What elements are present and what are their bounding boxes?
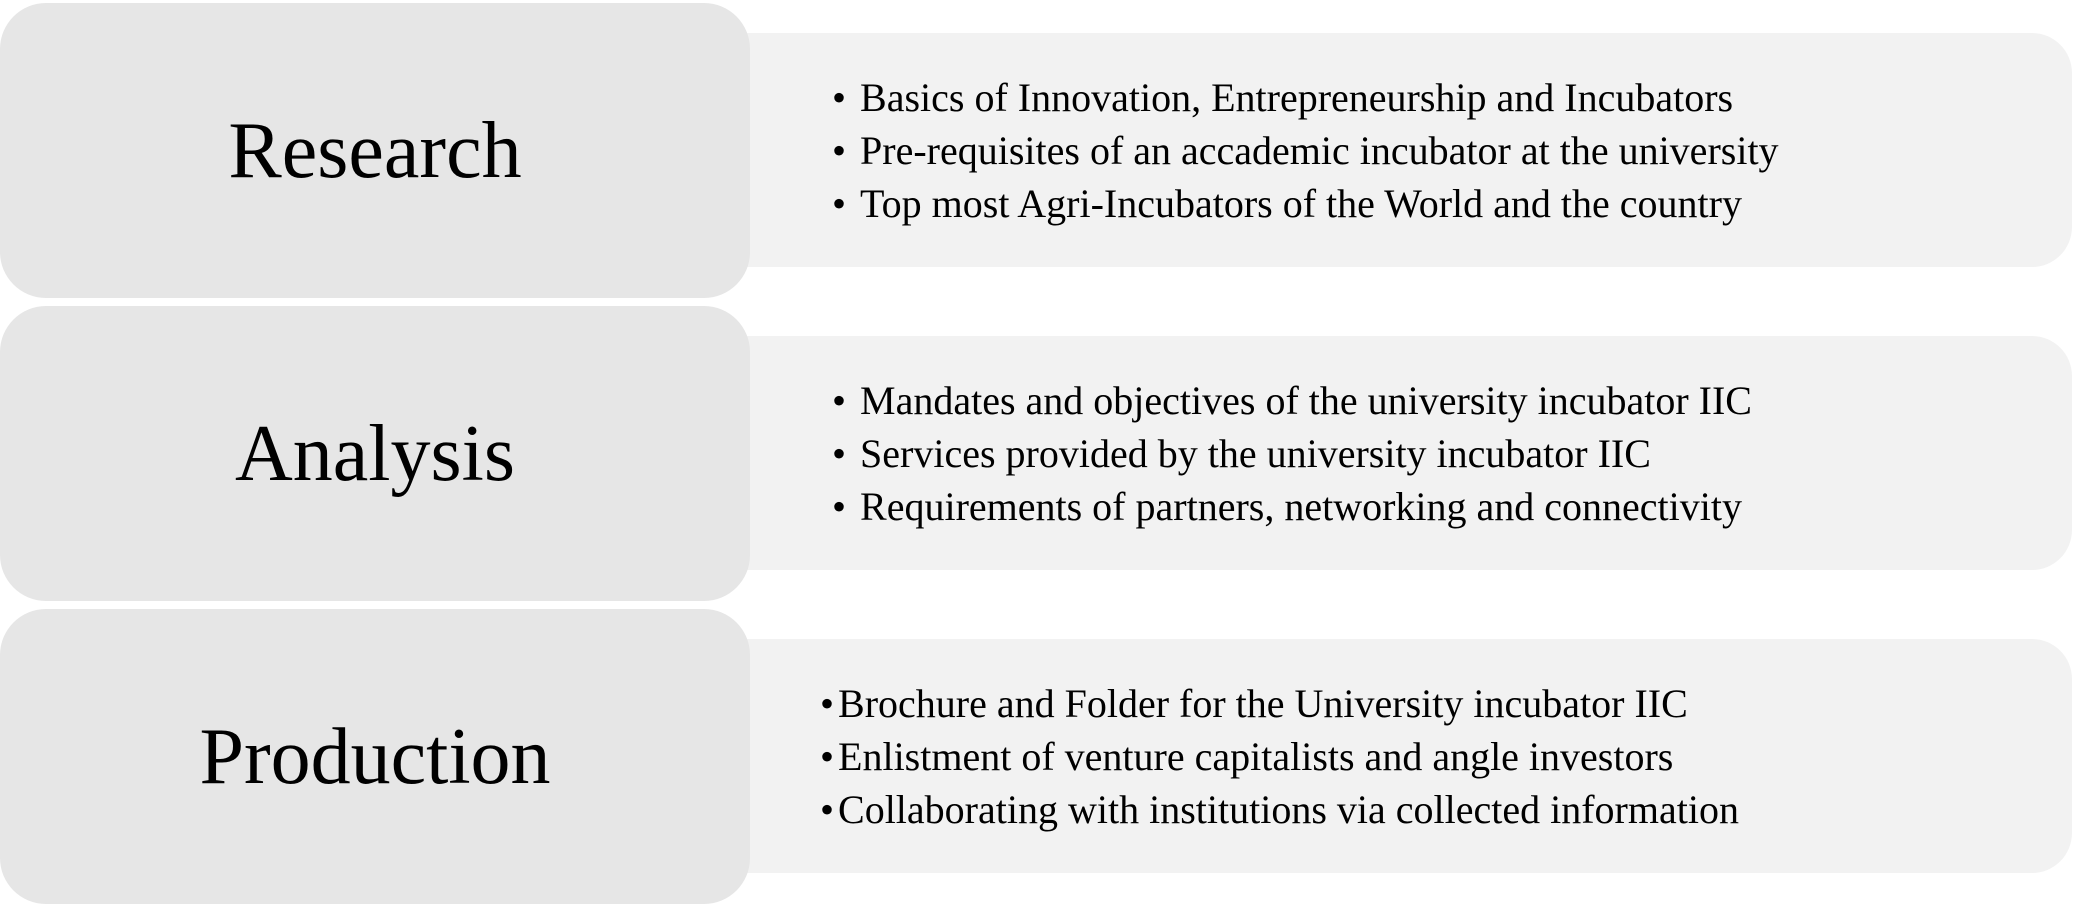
bullet-icon: • xyxy=(832,127,847,173)
bullet-item: • Enlistment of venture capitalists and a… xyxy=(820,730,2072,783)
bullet-text: Requirements of partners, networking and… xyxy=(860,483,1742,529)
bullet-item: • Requirements of partners, networking an… xyxy=(832,480,2072,533)
bullet-text: Pre-requisites of an accademic incubator… xyxy=(860,127,1779,173)
bullet-text: Mandates and objectives of the universit… xyxy=(860,377,1752,423)
bullet-icon: • xyxy=(832,180,847,226)
stage-label-research: Research xyxy=(228,106,522,195)
production-stage-box: Production xyxy=(0,609,750,904)
bullet-text: Brochure and Folder for the University i… xyxy=(838,680,1688,726)
bullet-item: • Collaborating with institutions via col… xyxy=(820,783,2072,836)
bullet-icon: • xyxy=(832,483,847,529)
bullet-item: • Services provided by the university inc… xyxy=(832,427,2072,480)
bullet-icon: • xyxy=(820,680,835,726)
bullet-text: Enlistment of venture capitalists and an… xyxy=(838,733,1674,779)
bullet-text: Services provided by the university incu… xyxy=(860,430,1651,476)
bullet-icon: • xyxy=(820,733,835,779)
analysis-stage-box: Analysis xyxy=(0,306,750,601)
analysis-details-box: • Mandates and objectives of the universi… xyxy=(700,336,2072,570)
research-stage-box: Research xyxy=(0,3,750,298)
bullet-icon: • xyxy=(832,377,847,423)
bullet-icon: • xyxy=(820,786,835,832)
bullet-item: • Basics of Innovation, Entrepreneurship … xyxy=(832,71,2072,124)
bullet-text: Top most Agri-Incubators of the World an… xyxy=(860,180,1742,226)
bullet-item: • Pre-requisites of an accademic incubato… xyxy=(832,124,2072,177)
stage-label-production: Production xyxy=(199,712,551,801)
bullet-item: • Top most Agri-Incubators of the World a… xyxy=(832,177,2072,230)
bullet-text: Basics of Innovation, Entrepreneurship a… xyxy=(860,74,1734,120)
stage-row-production: • Brochure and Folder for the University … xyxy=(0,609,2076,904)
stage-label-analysis: Analysis xyxy=(235,409,515,498)
research-details-box: • Basics of Innovation, Entrepreneurship … xyxy=(700,33,2072,267)
bullet-item: • Mandates and objectives of the universi… xyxy=(832,374,2072,427)
stage-row-analysis: • Mandates and objectives of the universi… xyxy=(0,306,2076,601)
bullet-icon: • xyxy=(832,430,847,476)
bullet-icon: • xyxy=(832,74,847,120)
stage-row-research: • Basics of Innovation, Entrepreneurship … xyxy=(0,3,2076,298)
production-details-box: • Brochure and Folder for the University … xyxy=(700,639,2072,873)
bullet-item: • Brochure and Folder for the University … xyxy=(820,677,2072,730)
bullet-text: Collaborating with institutions via coll… xyxy=(838,786,1739,832)
